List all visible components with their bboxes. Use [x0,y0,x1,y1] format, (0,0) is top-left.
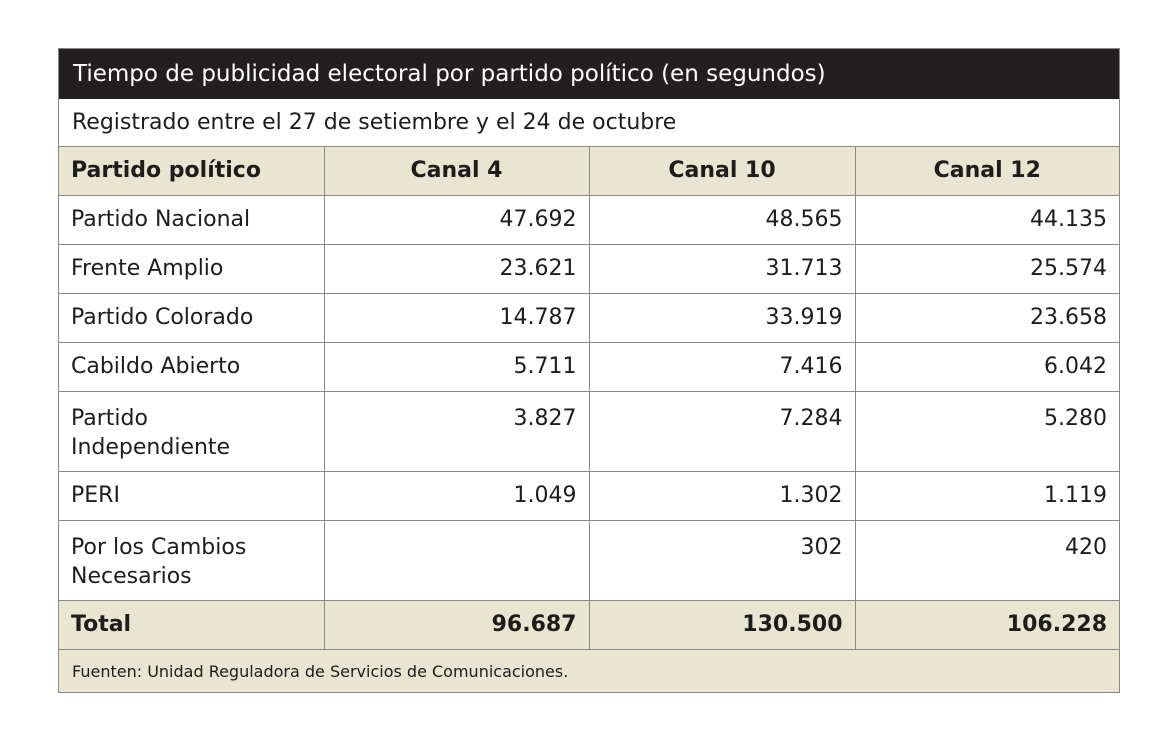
canal-10-value: 31.713 [588,243,856,294]
party-name: PERI [59,470,325,521]
canal-4-value: 3.827 [323,390,590,472]
column-header-party: Partido político [59,147,325,196]
canal-10-value: 7.284 [588,390,856,472]
table-title: Tiempo de publicidad electoral por parti… [59,49,1119,99]
party-name: Partido Independiente [59,390,325,472]
canal-4-value [323,519,590,601]
party-name: Cabildo Abierto [59,341,325,392]
table-row: Cabildo Abierto 5.711 7.416 6.042 [59,341,1119,392]
advertising-time-table: Partido político Canal 4 Canal 10 Canal … [59,147,1119,649]
column-header-canal-12: Canal 12 [854,147,1119,196]
table-row: Partido Nacional 47.692 48.565 44.135 [59,194,1119,245]
canal-12-value: 25.574 [854,243,1119,294]
total-label: Total [59,599,325,649]
canal-12-value: 6.042 [854,341,1119,392]
party-name: Frente Amplio [59,243,325,294]
header-row: Partido político Canal 4 Canal 10 Canal … [59,147,1119,196]
canal-10-value: 48.565 [588,194,856,245]
canal-12-value: 1.119 [854,470,1119,521]
canal-12-value: 44.135 [854,194,1119,245]
canal-4-value: 1.049 [323,470,590,521]
party-name: Partido Colorado [59,292,325,343]
table-row: Partido Colorado 14.787 33.919 23.658 [59,292,1119,343]
data-table-card: Tiempo de publicidad electoral por parti… [58,48,1120,693]
table-row: PERI 1.049 1.302 1.119 [59,470,1119,521]
canal-10-value: 302 [588,519,856,601]
total-canal-4: 96.687 [323,599,590,649]
column-header-canal-4: Canal 4 [323,147,590,196]
canal-10-value: 7.416 [588,341,856,392]
total-canal-12: 106.228 [854,599,1119,649]
table-row: Partido Independiente 3.827 7.284 5.280 [59,390,1119,472]
canal-12-value: 420 [854,519,1119,601]
canal-10-value: 33.919 [588,292,856,343]
source-note: Fuenten: Unidad Reguladora de Servicios … [59,649,1119,692]
column-header-canal-10: Canal 10 [588,147,856,196]
party-name: Por los Cambios Necesarios [59,519,325,601]
canal-4-value: 5.711 [323,341,590,392]
canal-10-value: 1.302 [588,470,856,521]
canal-4-value: 47.692 [323,194,590,245]
table-row: Por los Cambios Necesarios 302 420 [59,519,1119,601]
table-subtitle: Registrado entre el 27 de setiembre y el… [59,99,1119,147]
total-canal-10: 130.500 [588,599,856,649]
canal-4-value: 23.621 [323,243,590,294]
total-row: Total 96.687 130.500 106.228 [59,599,1119,649]
canal-12-value: 5.280 [854,390,1119,472]
canal-4-value: 14.787 [323,292,590,343]
canal-12-value: 23.658 [854,292,1119,343]
party-name: Partido Nacional [59,194,325,245]
table-row: Frente Amplio 23.621 31.713 25.574 [59,243,1119,294]
